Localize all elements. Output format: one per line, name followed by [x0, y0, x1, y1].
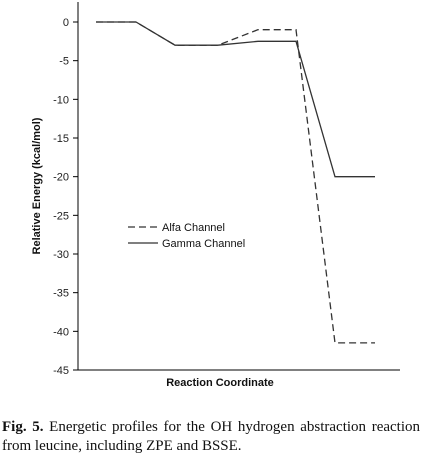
energy-profile-chart: 0 -5 -10 -15 -20 -25 -30 -35 -40 -45 Alfa Channel…	[31, 2, 400, 389]
legend: Alfa Channel Gamma Channel	[128, 222, 245, 250]
y-tick-label: -5	[59, 56, 69, 68]
y-tick-label: -40	[53, 326, 69, 338]
caption-text: Energetic profiles for the OH hydrogen a…	[2, 419, 420, 454]
y-tick-label: -20	[53, 172, 69, 184]
figure-caption: Fig. 5. Energetic profiles for the OH hy…	[2, 418, 420, 456]
series-layer	[96, 21, 375, 344]
legend-label: Alfa Channel	[162, 222, 225, 234]
y-tick-label: 0	[63, 17, 69, 29]
series-line-gamma-channel	[96, 21, 375, 178]
y-axis: 0 -5 -10 -15 -20 -25 -30 -35 -40 -45	[53, 2, 79, 377]
x-axis-title: Reaction Coordinate	[166, 377, 274, 389]
series-line-alfa-channel	[96, 21, 375, 344]
y-tick-label: -15	[53, 133, 69, 145]
legend-label: Gamma Channel	[162, 238, 245, 250]
y-tick-label: -45	[53, 365, 69, 377]
y-axis-title: Relative Energy (kcal/mol)	[31, 117, 43, 254]
y-tick-label: -30	[53, 249, 69, 261]
y-tick-label: -10	[53, 94, 69, 106]
y-tick-label: -35	[53, 288, 69, 300]
caption-label: Fig. 5.	[2, 419, 44, 435]
y-tick-label: -25	[53, 210, 69, 222]
